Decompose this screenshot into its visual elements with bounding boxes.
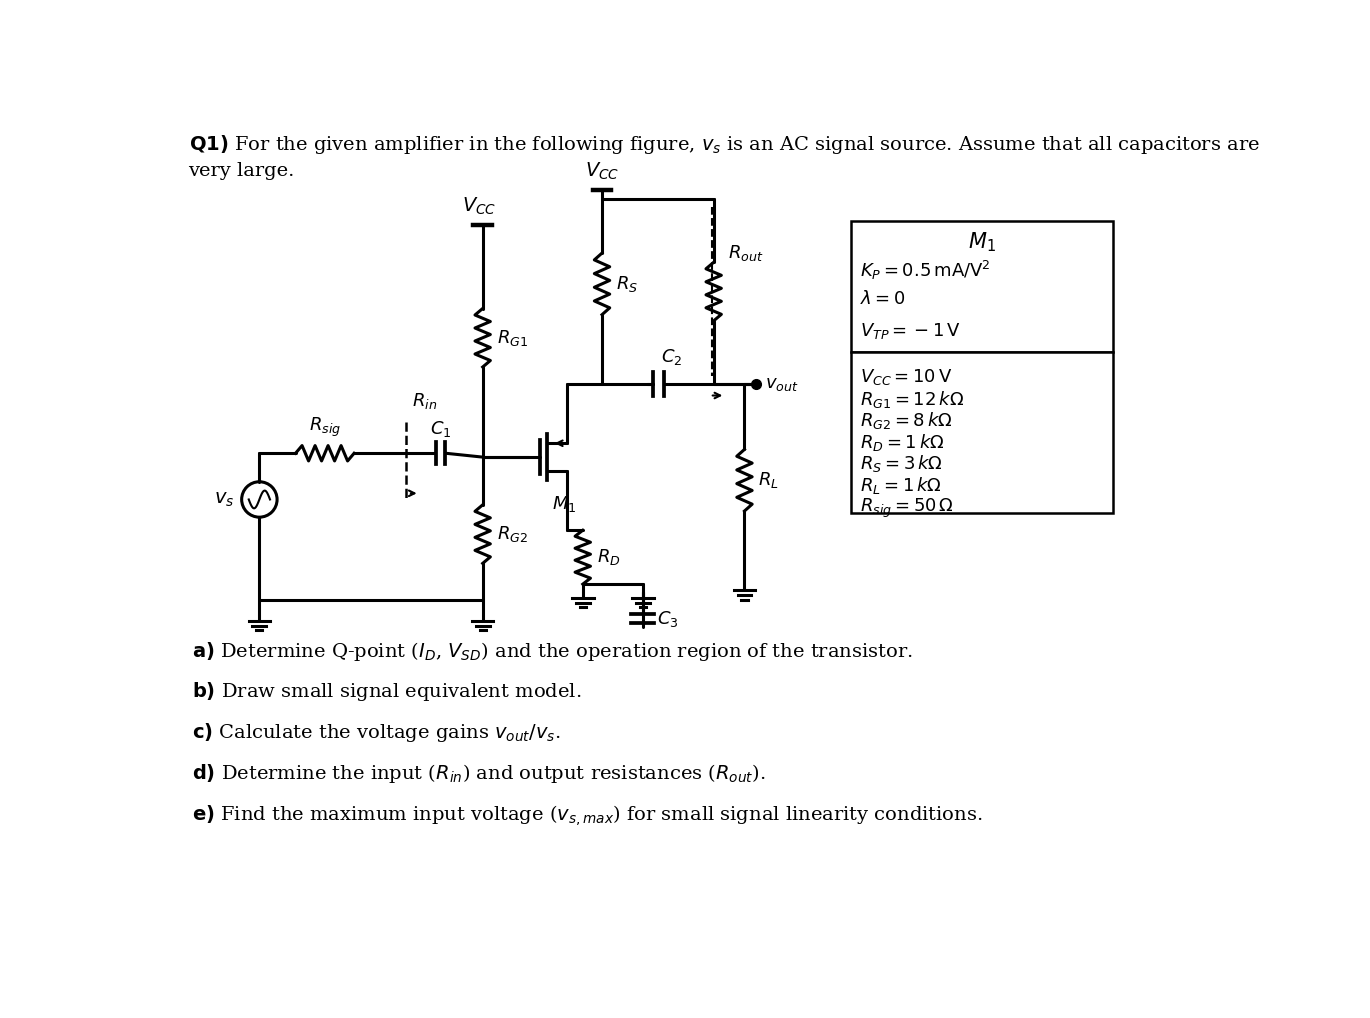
Text: $M_1$: $M_1$ [552, 494, 577, 514]
Text: $R_S$: $R_S$ [616, 274, 638, 294]
Text: $v_{out}$: $v_{out}$ [766, 375, 799, 393]
Text: $v_s$: $v_s$ [214, 491, 234, 509]
Text: $V_{CC} = 10\,\mathrm{V}$: $V_{CC} = 10\,\mathrm{V}$ [860, 367, 952, 387]
Text: very large.: very large. [189, 162, 295, 180]
Text: $V_{TP} = -1\,\mathrm{V}$: $V_{TP} = -1\,\mathrm{V}$ [860, 321, 960, 341]
Text: $R_{G2} = 8\,k\Omega$: $R_{G2} = 8\,k\Omega$ [860, 410, 952, 432]
Text: $V_{CC}$: $V_{CC}$ [585, 161, 619, 182]
Text: $\mathbf{c)}$ Calculate the voltage gains $v_{out}/v_s$.: $\mathbf{c)}$ Calculate the voltage gain… [192, 721, 560, 744]
Text: $R_D = 1\,k\Omega$: $R_D = 1\,k\Omega$ [860, 432, 944, 453]
Text: $R_{in}$: $R_{in}$ [412, 391, 437, 411]
Text: $\mathbf{b)}$ Draw small signal equivalent model.: $\mathbf{b)}$ Draw small signal equivale… [192, 680, 581, 703]
Text: $R_{G1} = 12\,k\Omega$: $R_{G1} = 12\,k\Omega$ [860, 389, 964, 409]
Text: $\mathbf{e)}$ Find the maximum input voltage ($v_{s,max}$) for small signal line: $\mathbf{e)}$ Find the maximum input vol… [192, 803, 982, 828]
Text: $C_3$: $C_3$ [656, 609, 678, 629]
Bar [851, 221, 1112, 351]
Text: $R_{G2}$: $R_{G2}$ [496, 524, 527, 544]
Text: $C_1$: $C_1$ [430, 419, 451, 440]
Text: $R_D$: $R_D$ [596, 548, 621, 567]
Text: $M_1$: $M_1$ [967, 230, 996, 253]
Text: $R_L$: $R_L$ [759, 470, 780, 491]
Bar [851, 351, 1112, 513]
Text: $C_2$: $C_2$ [660, 347, 682, 367]
Text: $\mathbf{Q1)}$ For the given amplifier in the following figure, $v_s$ is an AC s: $\mathbf{Q1)}$ For the given amplifier i… [189, 133, 1259, 156]
Text: $R_{sig}$: $R_{sig}$ [308, 416, 341, 440]
Text: $\mathbf{d)}$ Determine the input ($R_{in}$) and output resistances ($R_{out}$).: $\mathbf{d)}$ Determine the input ($R_{i… [192, 762, 766, 785]
Text: $\mathbf{a)}$ Determine Q-point ($I_D$, $V_{SD}$) and the operation region of th: $\mathbf{a)}$ Determine Q-point ($I_D$, … [192, 639, 912, 663]
Text: $R_{G1}$: $R_{G1}$ [496, 328, 527, 348]
Text: $R_L = 1\,k\Omega$: $R_L = 1\,k\Omega$ [860, 474, 943, 496]
Text: $R_{out}$: $R_{out}$ [727, 243, 763, 263]
Text: $K_P = 0.5\,\mathrm{mA/V^2}$: $K_P = 0.5\,\mathrm{mA/V^2}$ [860, 260, 991, 282]
Text: $\lambda = 0$: $\lambda = 0$ [860, 290, 906, 308]
Text: $V_{CC}$: $V_{CC}$ [462, 195, 496, 217]
Text: $R_S = 3\,k\Omega$: $R_S = 3\,k\Omega$ [860, 453, 943, 474]
Text: $R_{sig} = 50\,\Omega$: $R_{sig} = 50\,\Omega$ [860, 497, 954, 519]
